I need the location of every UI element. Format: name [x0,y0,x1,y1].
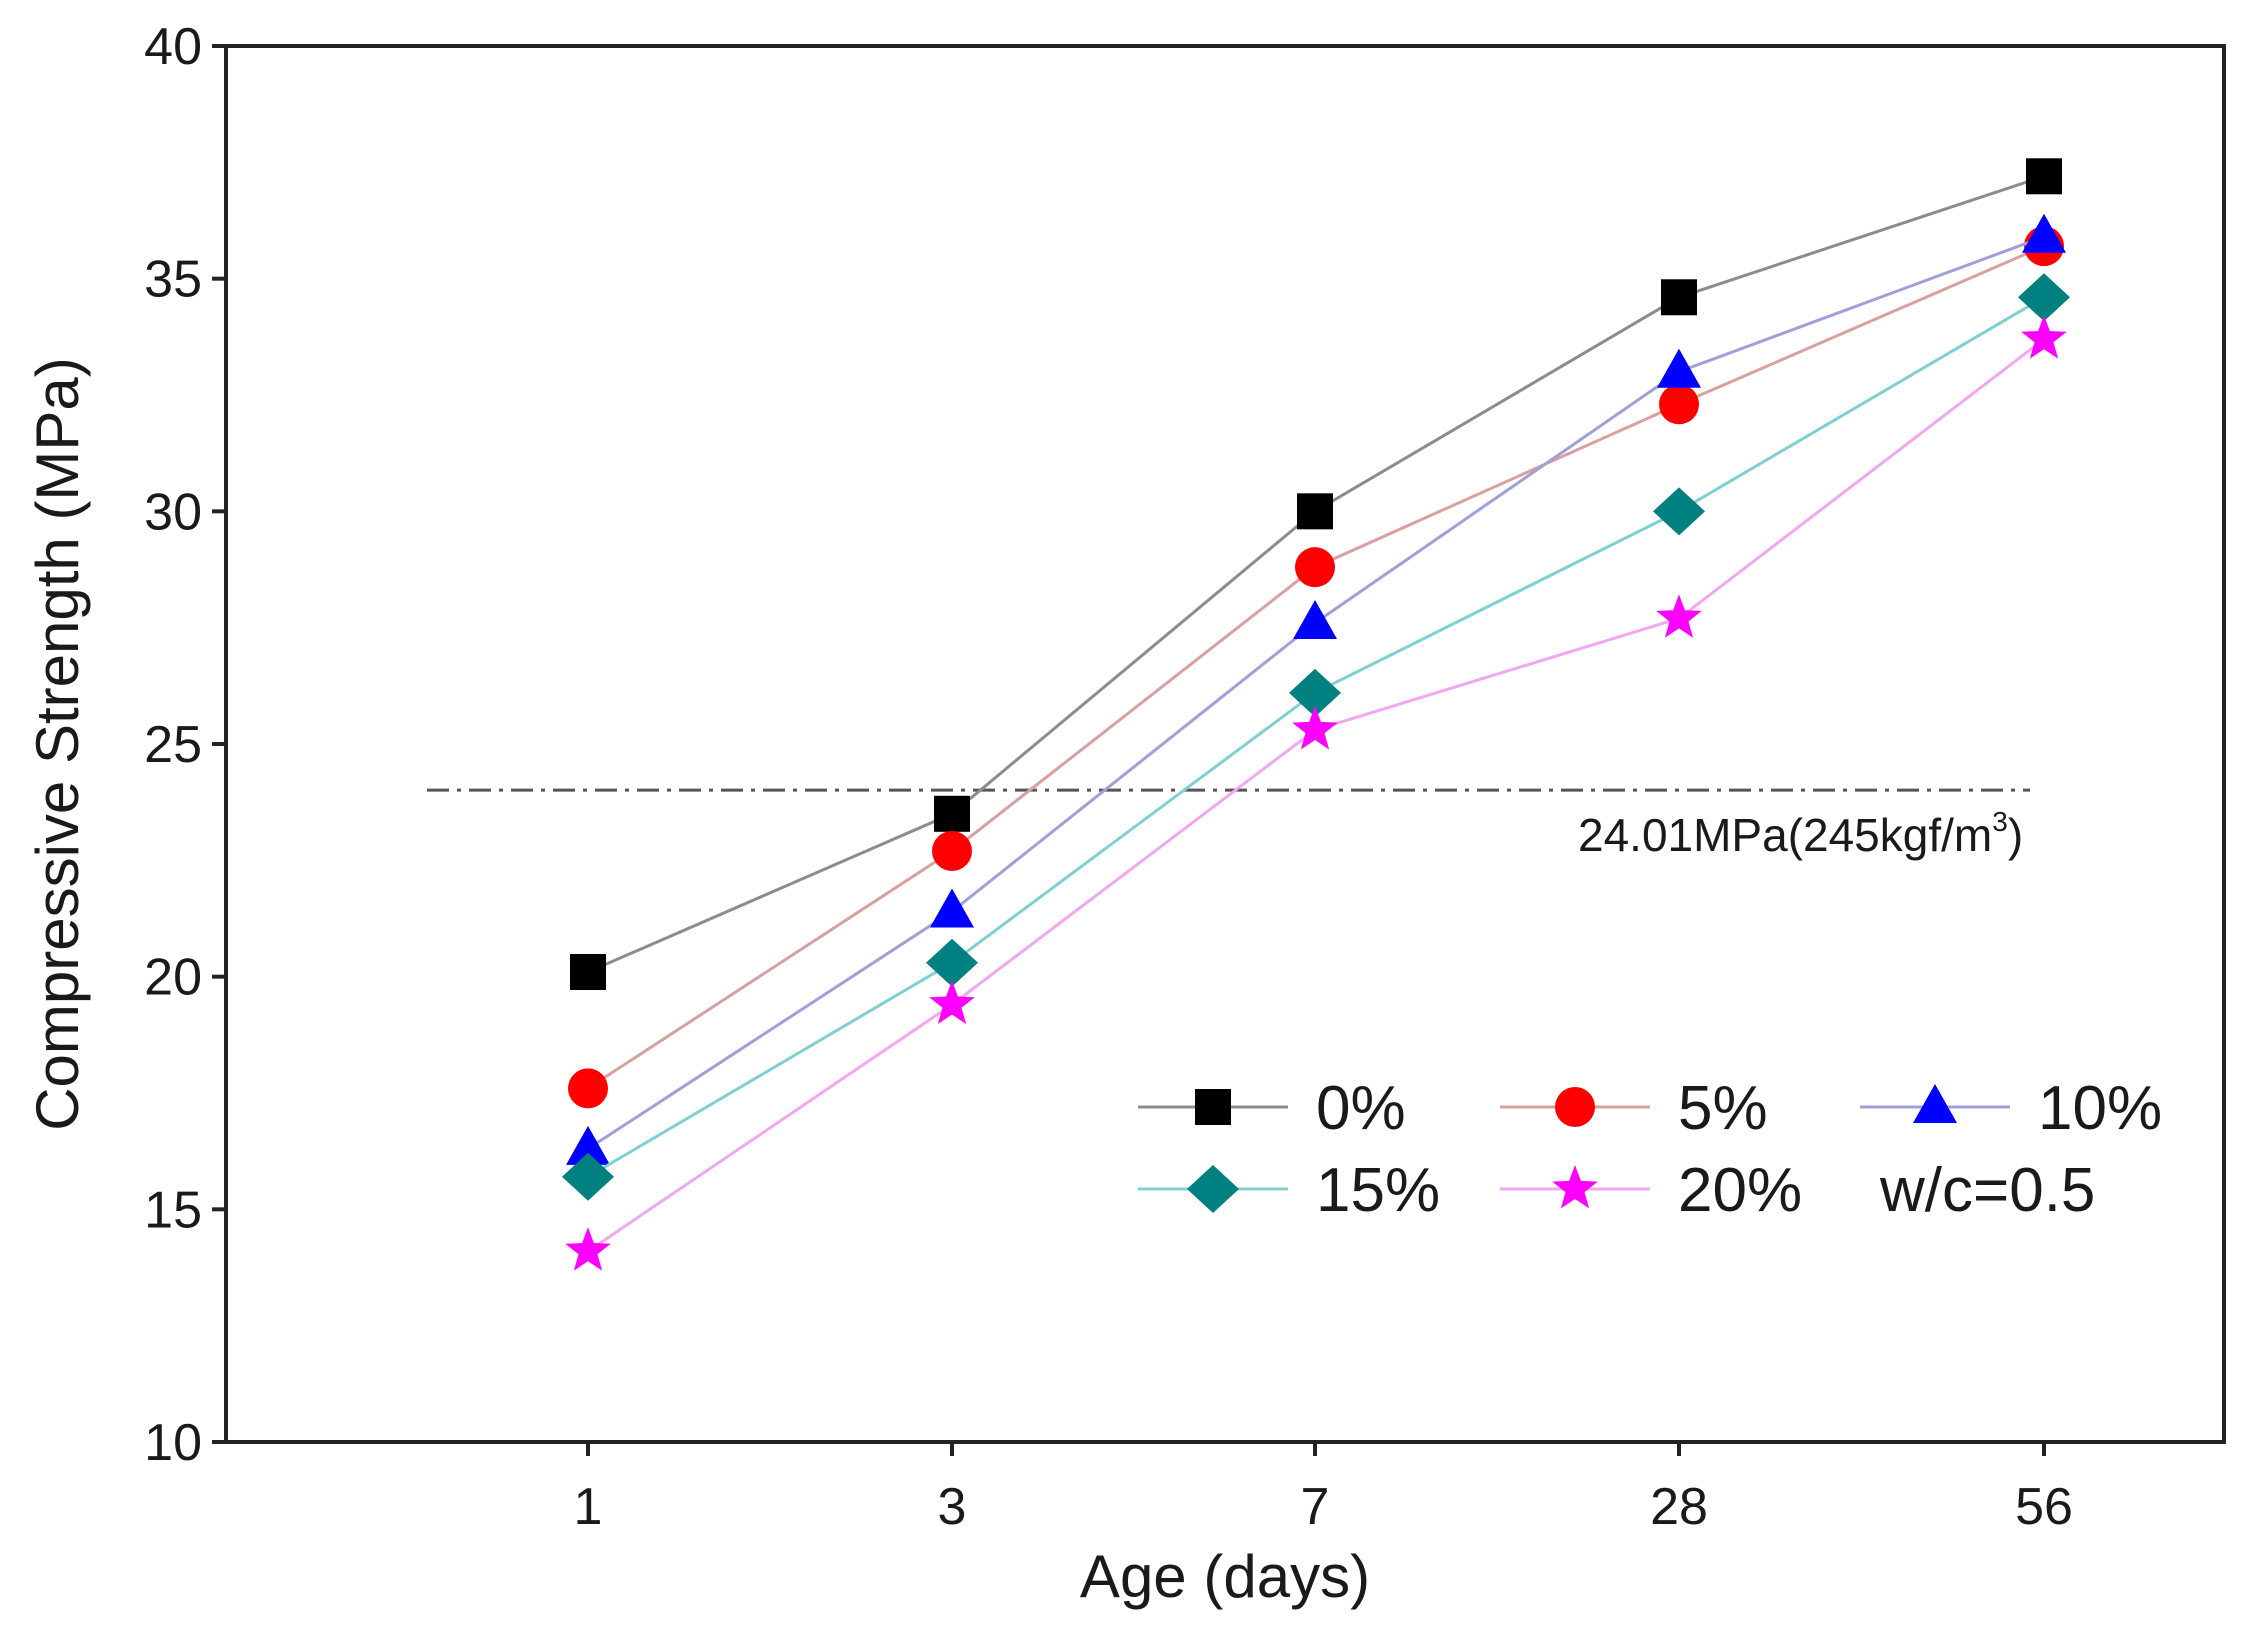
data-point-20pct-day-28 [1656,594,1702,638]
legend-marker-15pct [1187,1165,1239,1213]
x-axis-title: Age (days) [1080,1543,1370,1610]
data-point-20pct-day-1 [565,1227,611,1271]
legend-marker-20pct [1552,1165,1598,1209]
reference-line-label: 24.01MPa(245kgf/m3) [1578,806,2023,861]
x-tick-label: 7 [1301,1478,1330,1536]
x-tick-label: 56 [2015,1478,2073,1536]
data-point-5pct-day-3 [932,831,972,872]
data-point-15pct-day-56 [2018,273,2070,322]
data-point-10pct-day-1 [566,1125,610,1165]
data-point-20pct-day-3 [929,980,975,1024]
data-point-15pct-day-3 [926,938,978,987]
data-point-15pct-day-1 [562,1152,614,1201]
x-tick-label: 1 [574,1478,603,1536]
y-tick-label: 25 [144,716,202,774]
data-point-20pct-day-56 [2021,315,2067,359]
reference-label-main: 24.01MPa(245kgf/m [1578,809,1992,861]
data-point-0pct-day-3 [934,795,970,832]
series-layer [562,158,2070,1271]
y-tick-label: 10 [144,1414,202,1472]
data-point-0pct-day-1 [570,954,606,991]
legend-entry-10pct: 10% [1860,1074,2162,1143]
legend-marker-10pct [1913,1084,1957,1123]
data-point-5pct-day-28 [1659,384,1699,425]
legend-label-10pct: 10% [2038,1074,2162,1143]
data-point-15pct-day-7 [1289,668,1341,717]
reference-label-suffix: ) [2008,809,2023,861]
legend-label-5pct: 5% [1678,1074,1768,1143]
y-tick-label: 35 [144,251,202,309]
x-tick-label: 3 [938,1478,967,1536]
legend: 0% 5% 10% 15% 20% [1138,1074,2162,1225]
y-tick-label: 40 [144,18,202,76]
legend-entry-5pct: 5% [1500,1074,1768,1143]
legend-entry-15pct: 15% [1138,1156,1440,1225]
data-point-5pct-day-1 [568,1068,608,1109]
x-tick-label: 28 [1650,1478,1708,1536]
series-20pct [565,315,2067,1271]
data-point-0pct-day-28 [1661,279,1697,316]
y-axis-title: Compressive Strength (MPa) [24,357,91,1131]
data-point-10pct-day-28 [1657,348,1701,388]
series-5pct [568,226,2064,1109]
data-point-20pct-day-7 [1292,706,1338,750]
reference-label-superscript: 3 [1992,806,2008,837]
legend-entry-0pct: 0% [1138,1074,1406,1143]
legend-entry-20pct: 20% [1500,1156,1802,1225]
legend-marker-5pct [1555,1087,1595,1127]
series-10pct [566,213,2066,1165]
data-point-0pct-day-7 [1297,493,1333,530]
legend-label-20pct: 20% [1678,1156,1802,1225]
legend-label-0pct: 0% [1316,1074,1406,1143]
data-point-10pct-day-3 [930,888,974,928]
y-tick-label: 20 [144,949,202,1007]
axis-layer: 10 15 20 25 30 35 40 1 3 7 28 56 [144,18,2073,1536]
data-point-5pct-day-7 [1295,547,1335,588]
legend-label-15pct: 15% [1316,1156,1440,1225]
legend-note: w/c=0.5 [1879,1156,2095,1225]
legend-marker-0pct [1195,1089,1231,1125]
data-point-10pct-day-56 [2022,213,2066,253]
y-tick-label: 15 [144,1181,202,1239]
data-point-15pct-day-28 [1653,487,1705,536]
y-tick-label: 30 [144,483,202,541]
series-15pct [562,273,2070,1201]
series-0pct [570,158,2062,991]
data-point-0pct-day-56 [2026,158,2062,195]
data-point-10pct-day-7 [1293,600,1337,640]
